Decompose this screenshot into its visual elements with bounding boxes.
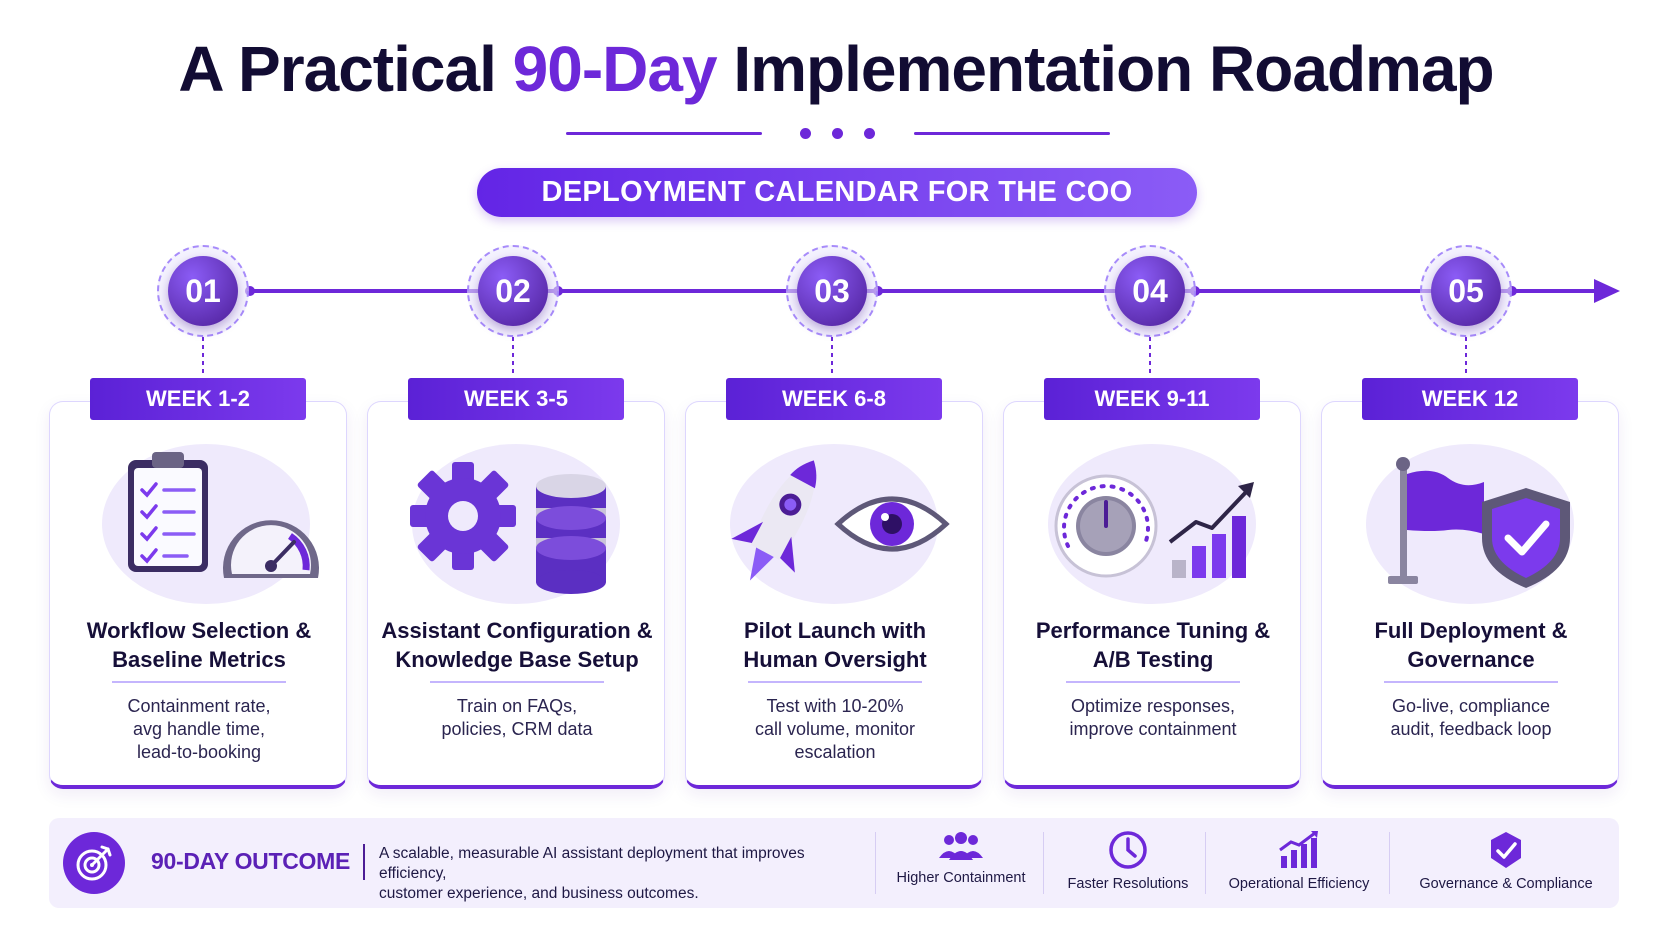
step-number: 01: [168, 256, 238, 326]
step-node-05: 05: [1420, 245, 1512, 337]
badge-check-icon: [1491, 832, 1521, 868]
step-title: Workflow Selection & Baseline Metrics: [86, 618, 312, 672]
step-node-02: 02: [467, 245, 559, 337]
outcome-text: A scalable, measurable AI assistant depl…: [379, 845, 805, 902]
step-card-05: WEEK 12 Full Deployment & Governance Go-…: [1321, 378, 1619, 789]
flag-icon: [1388, 457, 1484, 584]
step-description: Containment rate, avg handle time, lead-…: [127, 696, 271, 762]
step-illustration: [730, 444, 950, 604]
clock-icon: [1109, 831, 1147, 869]
title-suffix: Implementation Roadmap: [733, 33, 1494, 105]
metric-higher-containment: Higher Containment: [891, 830, 1031, 900]
target-icon: [63, 832, 125, 894]
step-number: 03: [797, 256, 867, 326]
step-card-04: WEEK 9-11 Performance Tuning & A/B Testi…: [1003, 378, 1301, 789]
week-label: WEEK 1-2: [90, 378, 306, 420]
step-card-02: WEEK 3-5 As: [367, 378, 665, 789]
metric-governance-compliance: Governance & Compliance: [1403, 830, 1609, 900]
step-illustration: [410, 444, 620, 604]
bar-chart-growth-icon: [1168, 482, 1254, 578]
outcome-panel: 90-DAY OUTCOME A scalable, measurable AI…: [49, 818, 1619, 908]
step-description: Optimize responses, improve containment: [1069, 696, 1237, 739]
step-title: Full Deployment & Governance: [1374, 618, 1568, 672]
step-node-01: 01: [157, 245, 249, 337]
step-card-03: WEEK 6-8 Pilot Launch with Human Oversig…: [685, 378, 983, 789]
step-illustration: [1048, 444, 1256, 604]
speedometer-icon: [223, 520, 319, 578]
users-icon: [939, 832, 983, 860]
clipboard-checklist-icon: [128, 452, 208, 572]
step-illustration: [102, 444, 319, 604]
calendar-banner: DEPLOYMENT CALENDAR FOR THE COO: [477, 168, 1197, 217]
step-number: 02: [478, 256, 548, 326]
step-description: Test with 10-20% call volume, monitor es…: [754, 696, 916, 762]
eye-icon: [834, 496, 950, 552]
title-accent: 90-Day: [512, 33, 718, 105]
week-label: WEEK 6-8: [726, 378, 942, 420]
metric-operational-efficiency: Operational Efficiency: [1217, 830, 1381, 900]
database-icon: [536, 474, 606, 594]
week-label: WEEK 12: [1362, 378, 1578, 420]
step-node-03: 03: [786, 245, 878, 337]
metric-faster-resolutions: Faster Resolutions: [1055, 830, 1201, 900]
step-description: Train on FAQs, policies, CRM data: [441, 696, 593, 739]
outcome-title: 90-DAY OUTCOME: [151, 848, 351, 874]
dial-knob-icon: [1054, 474, 1158, 578]
week-label: WEEK 3-5: [408, 378, 624, 420]
step-card-01: WEEK 1-2 Workflow Selection & Baseline M…: [49, 378, 347, 789]
step-title: Pilot Launch with Human Oversight: [743, 618, 927, 672]
week-label: WEEK 9-11: [1044, 378, 1260, 420]
step-illustration: [1366, 444, 1574, 604]
step-description: Go-live, compliance audit, feedback loop: [1390, 696, 1552, 739]
title-divider: [0, 126, 1672, 146]
step-number: 04: [1115, 256, 1185, 326]
step-title: Assistant Configuration & Knowledge Base…: [381, 618, 653, 672]
step-title: Performance Tuning & A/B Testing: [1035, 618, 1271, 672]
title-prefix: A Practical: [178, 33, 496, 105]
shield-check-icon: [1482, 488, 1570, 588]
step-number: 05: [1431, 256, 1501, 326]
rocket-icon: [731, 460, 817, 581]
step-node-04: 04: [1104, 245, 1196, 337]
bar-chart-icon: [1279, 831, 1318, 868]
gear-icon: [410, 462, 516, 570]
page-title: A Practical 90-Day Implementation Roadma…: [0, 32, 1672, 106]
